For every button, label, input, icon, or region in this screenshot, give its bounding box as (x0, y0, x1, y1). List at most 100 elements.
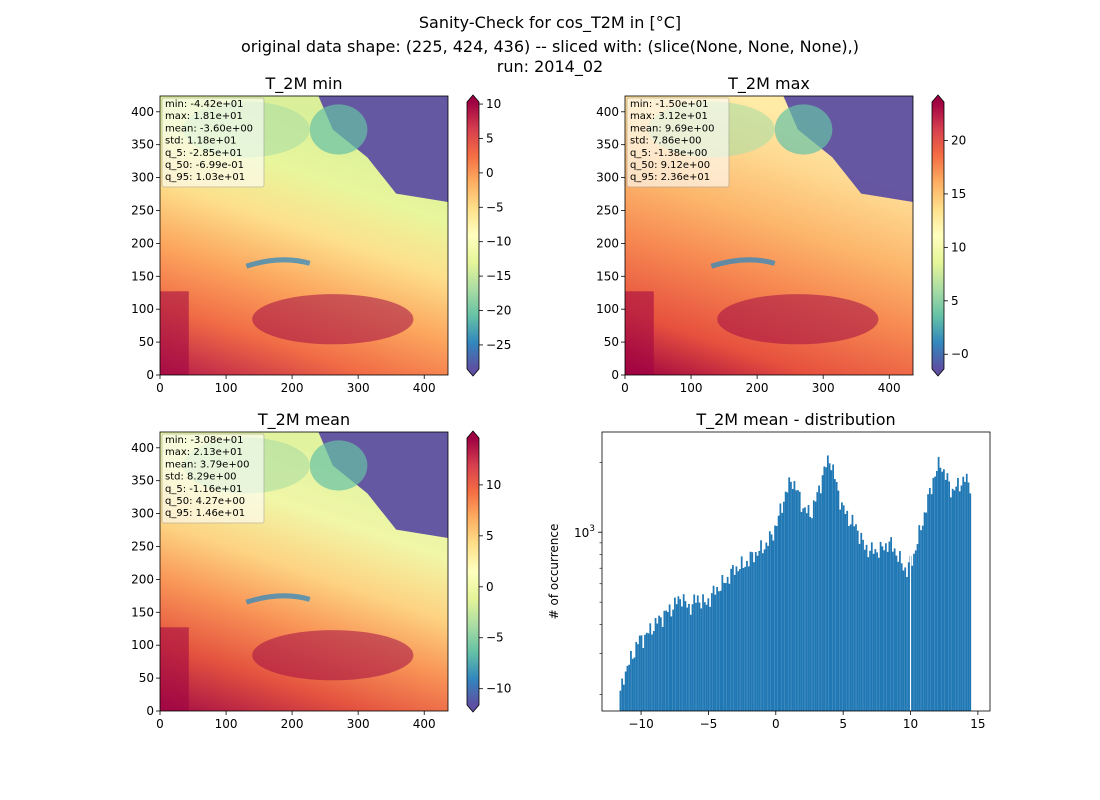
stats-line: q_95: 1.03e+01 (165, 172, 245, 183)
histogram-bar (874, 549, 877, 711)
histogram-bar (795, 490, 798, 711)
stats-line: q_5: -1.38e+00 (630, 148, 707, 159)
histogram-bar (921, 525, 924, 711)
histogram-bar (786, 492, 789, 711)
stats-line: max: 2.13e+01 (165, 447, 243, 458)
y-tick-label: 350 (131, 138, 154, 152)
x-tick-label: 400 (413, 717, 436, 731)
colorbar-extend-top (932, 95, 944, 102)
histogram-bar (969, 493, 972, 711)
histogram-bar (681, 606, 683, 711)
stats-line: q_50: 9.12e+00 (630, 160, 710, 171)
map-panel-1: 0 100 200 300 400 0 50 100 150 200 250 300 350 400 T_2… (596, 74, 969, 395)
histogram-bar (902, 570, 905, 711)
histogram-bar (853, 526, 856, 711)
map-frame (159, 95, 449, 376)
histogram-bar (739, 569, 741, 711)
histogram-bar (841, 502, 843, 711)
histogram-bar (682, 594, 685, 711)
panel-title: T_2M mean (257, 410, 350, 430)
histogram-bar (693, 594, 696, 711)
atlantic-edge (160, 627, 189, 711)
y-tick-label: 350 (131, 474, 154, 488)
y-tick-label: 300 (596, 171, 619, 185)
colorbar-tick-label: −15 (486, 269, 511, 283)
histogram-bar (846, 510, 849, 711)
histogram-bar (837, 490, 840, 711)
histogram-bar (967, 482, 970, 711)
histogram-bar (851, 514, 854, 711)
x-tick-label: 0 (621, 381, 629, 395)
stats-line: mean: -3.60e+00 (165, 123, 253, 134)
atlantic-edge (625, 291, 654, 375)
histogram-bar (930, 494, 933, 711)
histogram-bar (716, 586, 718, 711)
histogram-bar (884, 543, 887, 711)
histogram-bar (677, 596, 680, 711)
x-tick-label: 15 (970, 717, 985, 731)
histogram-bar (791, 488, 794, 711)
histogram-bar (893, 548, 896, 711)
histogram-bar (763, 549, 766, 711)
histogram-bar (783, 501, 785, 711)
histogram-bar (749, 551, 752, 711)
histogram-bar (703, 602, 706, 711)
colorbar: 10 5 0 −5 −10 −15 −20 −25 (466, 94, 511, 377)
histogram-bar (855, 524, 857, 711)
histogram-bar (689, 614, 692, 711)
histogram-bar (744, 566, 747, 711)
y-tick-label: 200 (596, 236, 619, 250)
histogram-bar (758, 550, 761, 711)
histogram-bar (768, 531, 771, 711)
histogram-bar (700, 608, 703, 711)
mediterranean (252, 294, 414, 345)
colorbar-outline (466, 430, 480, 713)
histogram-bar (935, 470, 938, 711)
colorbar-extend-bottom (467, 705, 479, 712)
histogram-bar (675, 604, 678, 711)
stats-line: q_50: 4.27e+00 (165, 496, 245, 507)
histogram-bar (823, 466, 826, 711)
x-tick-label: 300 (347, 381, 370, 395)
histogram-bar (811, 518, 813, 711)
y-tick-label: 50 (139, 671, 154, 685)
colorbar-tick-label: 10 (486, 97, 501, 111)
histogram-bar (712, 585, 715, 711)
histogram-bar (695, 602, 697, 711)
histogram-bar (651, 634, 653, 711)
stats-line: q_5: -1.16e+01 (165, 484, 242, 495)
stats-box-bg (161, 97, 265, 188)
colorbar-tick-label: 5 (486, 131, 494, 145)
histogram-bar (723, 582, 726, 711)
stats-line: std: 8.29e+00 (165, 472, 237, 483)
colorbar-tick-label: 20 (951, 133, 966, 147)
histogram-bar (788, 477, 791, 711)
histogram-bar (906, 576, 908, 711)
histogram-bar (920, 530, 922, 711)
histogram-bar (638, 635, 641, 711)
histogram-bar (895, 555, 898, 711)
histogram-bar (777, 515, 780, 711)
histogram-bar (828, 463, 831, 711)
histogram-bar (628, 664, 631, 711)
histogram-bar (784, 491, 787, 711)
suptitle-line-2: original data shape: (225, 424, 436) -- … (241, 37, 859, 56)
panel-title: T_2M max (727, 74, 810, 94)
histogram-bar (754, 552, 757, 711)
histogram-bar (860, 532, 863, 711)
histogram-bar (732, 565, 734, 711)
histogram-bar (781, 512, 784, 711)
colorbar-gradient (467, 102, 479, 369)
histogram-bar (934, 476, 936, 711)
histogram-bar (626, 665, 629, 711)
histogram-bar (809, 516, 812, 711)
histogram-bar (960, 485, 963, 711)
x-tick-label: 0 (156, 717, 164, 731)
histogram-bar (753, 562, 755, 711)
stats-line: max: 1.81e+01 (165, 111, 243, 122)
histogram-bar (747, 566, 750, 711)
histogram-bar (772, 540, 775, 711)
y-tick-label: 100 (131, 638, 154, 652)
